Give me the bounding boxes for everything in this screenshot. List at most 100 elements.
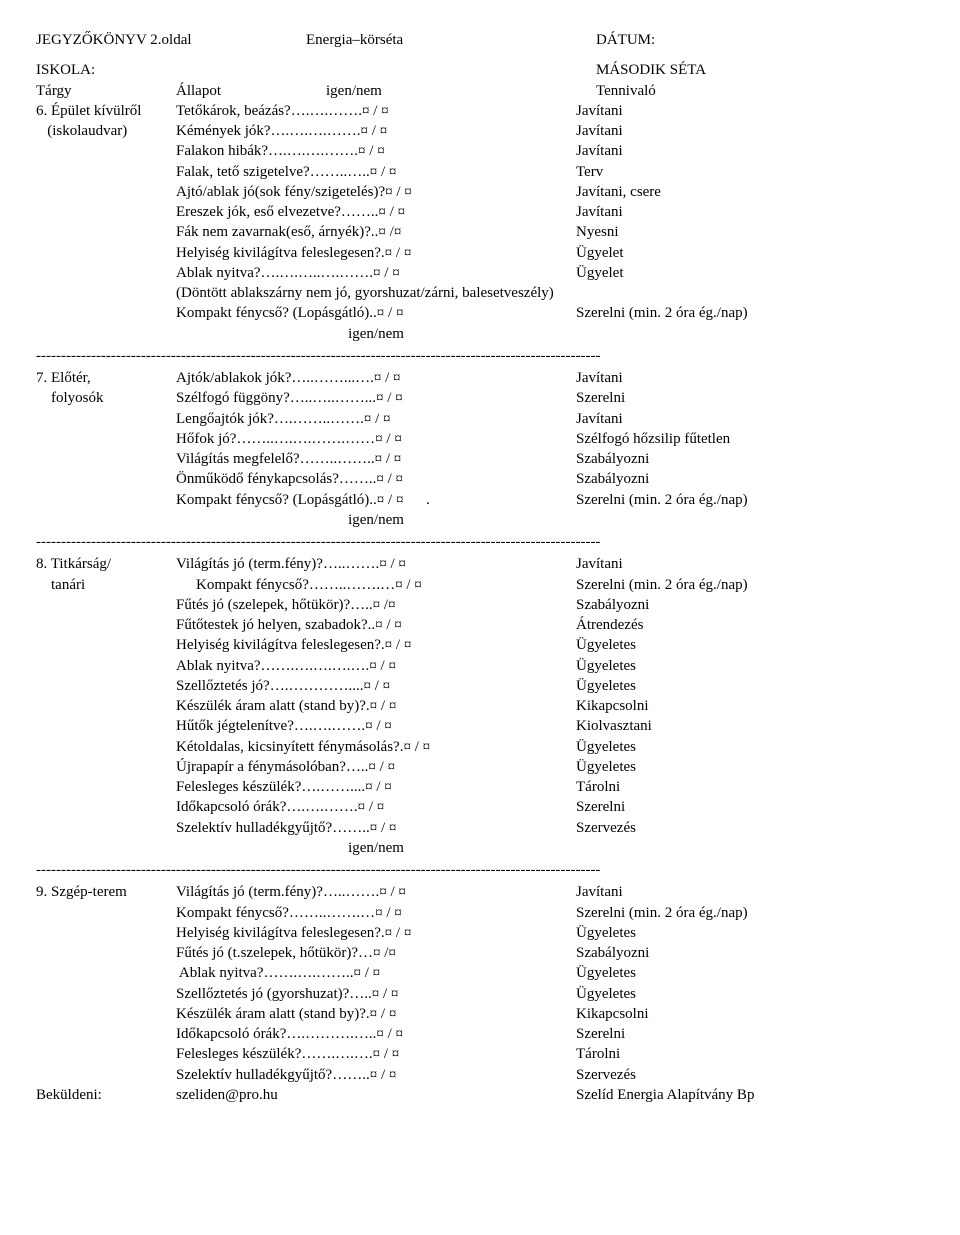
s9-r5a: Ügyeletes bbox=[576, 963, 924, 983]
s9-r7a: Kikapcsolni bbox=[576, 1004, 924, 1024]
s6-igennem: igen/nem bbox=[176, 324, 576, 344]
s8-r10a: Ügyeletes bbox=[576, 737, 924, 757]
s8-r3a: Szabályozni bbox=[576, 595, 924, 615]
s6-r9t: Ablak nyitva?….….…..….…….¤ / ¤ bbox=[176, 263, 576, 283]
s9-r1a: Javítani bbox=[576, 882, 924, 902]
s9-r3a: Ügyeletes bbox=[576, 923, 924, 943]
footer-left: Beküldeni: bbox=[36, 1085, 176, 1105]
s6-r5a: Javítani, csere bbox=[576, 182, 924, 202]
s6-r7t: Fák nem zavarnak(eső, árnyék)?..¤ /¤ bbox=[176, 222, 576, 242]
s8-r13t: Időkapcsoló órák?….….…….¤ / ¤ bbox=[176, 797, 576, 817]
s9-r2a: Szerelni (min. 2 óra ég./nap) bbox=[576, 903, 924, 923]
s8-r10t: Kétoldalas, kicsinyített fénymásolás?.¤ … bbox=[176, 737, 576, 757]
s9-r10t: Szelektív hulladékgyűjtő?……..¤ / ¤ bbox=[176, 1065, 576, 1085]
s6-r2a: Javítani bbox=[576, 121, 924, 141]
s9-label1: 9. Szgép-terem bbox=[36, 882, 176, 902]
s7-r3a: Javítani bbox=[576, 409, 924, 429]
s6-r7a: Nyesni bbox=[576, 222, 924, 242]
s8-r1a: Javítani bbox=[576, 554, 924, 574]
section-7: 7. Előtér, folyosók Ajtók/ablakok jók?….… bbox=[36, 368, 924, 530]
s6-r10: (Döntött ablakszárny nem jó, gyorshuzat/… bbox=[176, 283, 924, 303]
s6-r2t: Kémények jók?….….….…….¤ / ¤ bbox=[176, 121, 576, 141]
th-igennem: igen/nem bbox=[326, 81, 596, 101]
s6-r11a: Szerelni (min. 2 óra ég./nap) bbox=[576, 303, 924, 323]
s8-r2a: Szerelni (min. 2 óra ég./nap) bbox=[576, 575, 924, 595]
s8-r7a: Ügyeletes bbox=[576, 676, 924, 696]
s8-r13a: Szerelni bbox=[576, 797, 924, 817]
s8-r3t: Fűtés jó (szelepek, hőtükör)?…..¤ /¤ bbox=[176, 595, 576, 615]
s8-r12a: Tárolni bbox=[576, 777, 924, 797]
s8-r6a: Ügyeletes bbox=[576, 656, 924, 676]
s8-r6t: Ablak nyitva?…….….….….….¤ / ¤ bbox=[176, 656, 576, 676]
s6-r5t: Ajtó/ablak jó(sok fény/szigetelés)?¤ / ¤ bbox=[176, 182, 576, 202]
table-header: Tárgy Állapot igen/nem Tennivaló bbox=[36, 81, 924, 101]
section-9: 9. Szgép-terem Világítás jó (term.fény)?… bbox=[36, 882, 924, 1085]
s6-r9a: Ügyelet bbox=[576, 263, 924, 283]
s8-r1t: Világítás jó (term.fény)?…..…….¤ / ¤ bbox=[176, 554, 576, 574]
s7-r6t: Önműködő fénykapcsolás?……..¤ / ¤ bbox=[176, 469, 576, 489]
s8-r8a: Kikapcsolni bbox=[576, 696, 924, 716]
header-masodik: MÁSODIK SÉTA bbox=[596, 60, 924, 80]
s8-r2t: Kompakt fénycső?……..…….…¤ / ¤ bbox=[196, 575, 576, 595]
s7-r5t: Világítás megfelelő?……..……..¤ / ¤ bbox=[176, 449, 576, 469]
s7-igennem: igen/nem bbox=[176, 510, 576, 530]
s9-r9a: Tárolni bbox=[576, 1044, 924, 1064]
s8-r4t: Fűtőtestek jó helyen, szabadok?..¤ / ¤ bbox=[176, 615, 576, 635]
s8-r9t: Hűtők jégtelenítve?….….…….¤ / ¤ bbox=[176, 716, 576, 736]
header-date: DÁTUM: bbox=[596, 30, 924, 50]
s8-label1: 8. Titkárság/ bbox=[36, 554, 176, 574]
s7-r7a: Szerelni (min. 2 óra ég./nap) bbox=[576, 490, 924, 510]
th-tennivalo: Tennivaló bbox=[596, 81, 924, 101]
s7-r6a: Szabályozni bbox=[576, 469, 924, 489]
s6-r6t: Ereszek jók, eső elvezetve?……..¤ / ¤ bbox=[176, 202, 576, 222]
separator-2: ----------------------------------------… bbox=[36, 532, 924, 552]
s6-r8a: Ügyelet bbox=[576, 243, 924, 263]
s7-r2a: Szerelni bbox=[576, 388, 924, 408]
s7-r4a: Szélfogó hőzsilip fűtetlen bbox=[576, 429, 924, 449]
s8-r11t: Újrapapír a fénymásolóban?…..¤ / ¤ bbox=[176, 757, 576, 777]
s6-r8t: Helyiség kivilágítva feleslegesen?.¤ / ¤ bbox=[176, 243, 576, 263]
footer-mid: szeliden@pro.hu bbox=[176, 1085, 576, 1105]
s8-label2: tanári bbox=[36, 575, 176, 595]
header-row-1: JEGYZŐKÖNYV 2.oldal Energia–körséta DÁTU… bbox=[36, 30, 924, 50]
s6-label1: 6. Épület kívülről bbox=[36, 101, 176, 121]
s6-r4a: Terv bbox=[576, 162, 924, 182]
s7-r5a: Szabályozni bbox=[576, 449, 924, 469]
header-mid: Energia–körséta bbox=[306, 30, 596, 50]
s8-r14t: Szelektív hulladékgyűjtő?……..¤ / ¤ bbox=[176, 818, 576, 838]
footer-right: Szelíd Energia Alapítvány Bp bbox=[576, 1085, 924, 1105]
s8-r14a: Szervezés bbox=[576, 818, 924, 838]
s9-r1t: Világítás jó (term.fény)?…..…….¤ / ¤ bbox=[176, 882, 576, 902]
s8-r11a: Ügyeletes bbox=[576, 757, 924, 777]
s8-r5a: Ügyeletes bbox=[576, 635, 924, 655]
s7-label1: 7. Előtér, bbox=[36, 368, 176, 388]
s8-r9a: Kiolvasztani bbox=[576, 716, 924, 736]
header-title: JEGYZŐKÖNYV 2.oldal bbox=[36, 30, 306, 50]
header-row-2: ISKOLA: MÁSODIK SÉTA bbox=[36, 60, 924, 80]
s6-r11t: Kompakt fénycső? (Lopásgátló)..¤ / ¤ bbox=[176, 303, 576, 323]
s7-r1a: Javítani bbox=[576, 368, 924, 388]
s9-r8a: Szerelni bbox=[576, 1024, 924, 1044]
s9-r10a: Szervezés bbox=[576, 1065, 924, 1085]
section-6: 6. Épület kívülről (iskolaudvar) Tetőkár… bbox=[36, 101, 924, 344]
s6-r6a: Javítani bbox=[576, 202, 924, 222]
s9-r2t: Kompakt fénycső?……..…….…¤ / ¤ bbox=[176, 903, 576, 923]
s8-r8t: Készülék áram alatt (stand by)?.¤ / ¤ bbox=[176, 696, 576, 716]
separator-3: ----------------------------------------… bbox=[36, 860, 924, 880]
s6-r3a: Javítani bbox=[576, 141, 924, 161]
s9-r9t: Felesleges készülék?…….….….¤ / ¤ bbox=[176, 1044, 576, 1064]
s8-igennem: igen/nem bbox=[176, 838, 576, 858]
s9-r4t: Fűtés jó (t.szelepek, hőtükör)?…¤ /¤ bbox=[176, 943, 576, 963]
section-8: 8. Titkárság/ tanári Világítás jó (term.… bbox=[36, 554, 924, 858]
s6-label2: (iskolaudvar) bbox=[36, 121, 176, 141]
s8-r12t: Felesleges készülék?….……....¤ / ¤ bbox=[176, 777, 576, 797]
s9-r6t: Szellőztetés jó (gyorshuzat)?…..¤ / ¤ bbox=[176, 984, 576, 1004]
s6-r1t: Tetőkárok, beázás?….….…….¤ / ¤ bbox=[176, 101, 576, 121]
s7-r4t: Hőfok jó?……..….….…….……¤ / ¤ bbox=[176, 429, 576, 449]
footer: Beküldeni: szeliden@pro.hu Szelíd Energi… bbox=[36, 1085, 924, 1105]
th-targy: Tárgy bbox=[36, 81, 176, 101]
s6-r3t: Falakon hibák?….….….…….¤ / ¤ bbox=[176, 141, 576, 161]
s7-r3t: Lengőajtók jók?….……..…….¤ / ¤ bbox=[176, 409, 576, 429]
s6-r1a: Javítani bbox=[576, 101, 924, 121]
separator-1: ----------------------------------------… bbox=[36, 346, 924, 366]
